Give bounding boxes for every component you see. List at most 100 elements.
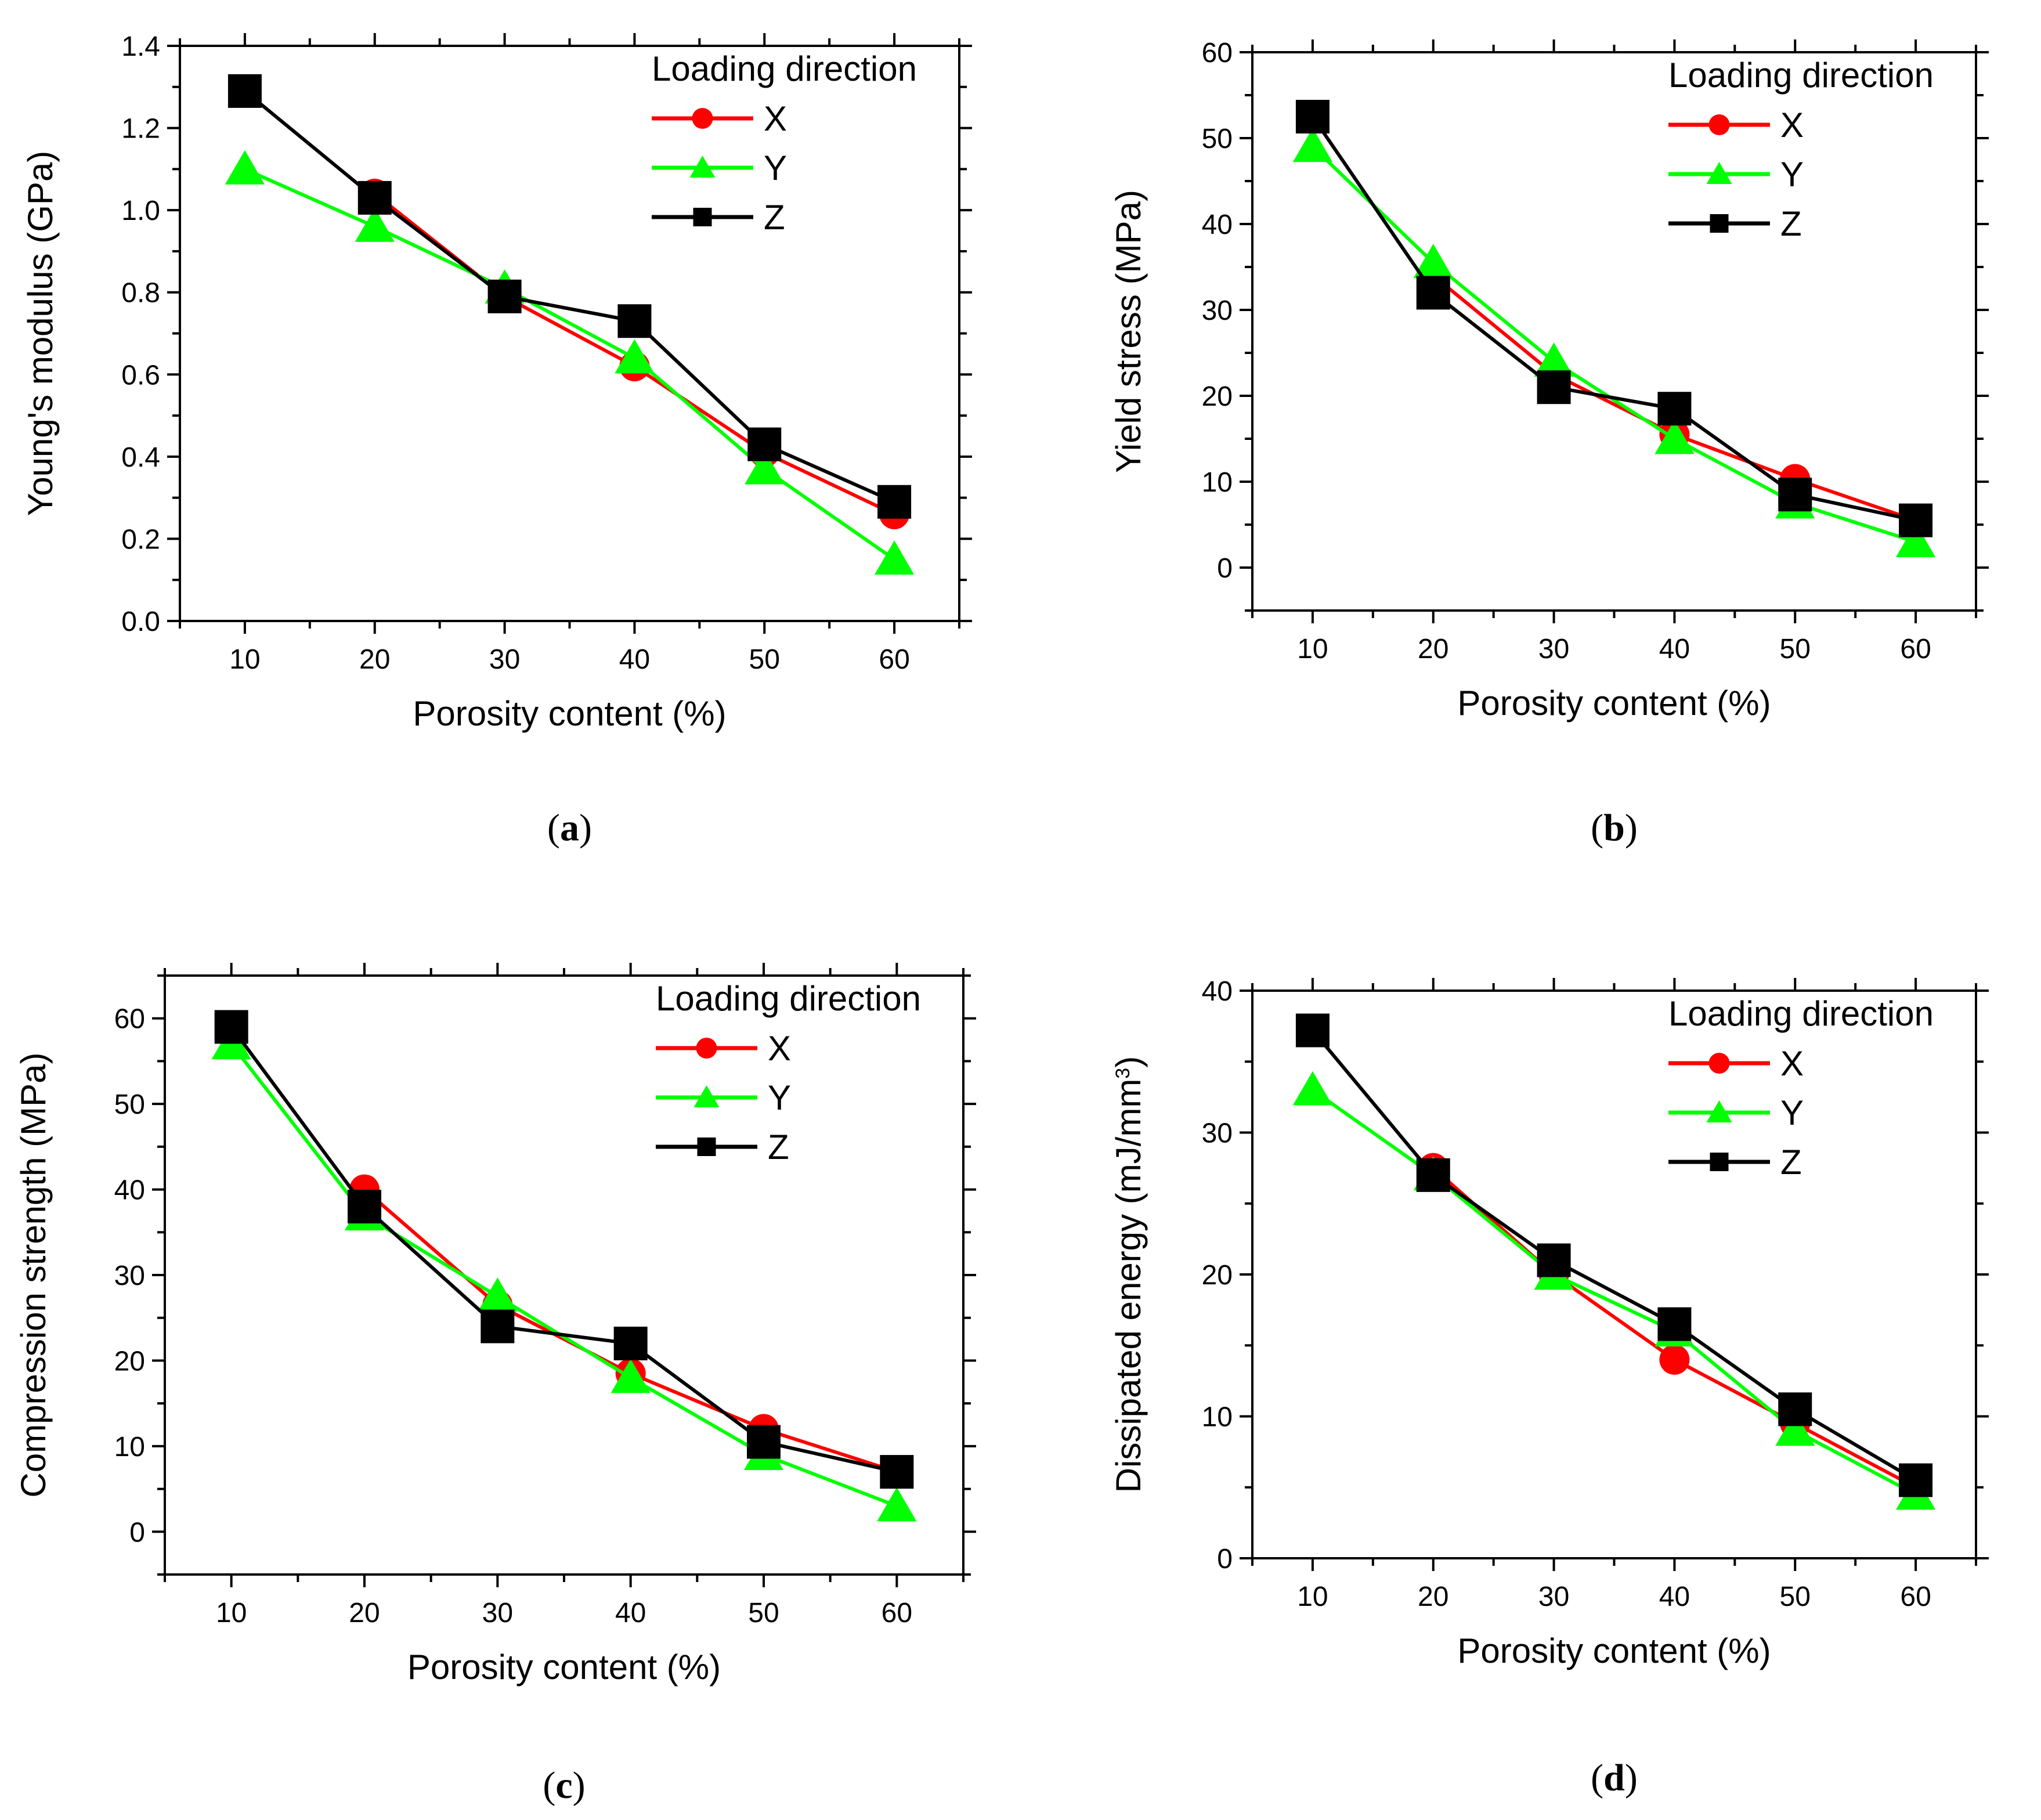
data-point-z: [1899, 1463, 1933, 1497]
x-tick-label: 50: [749, 644, 780, 675]
data-point-y: [355, 207, 395, 242]
data-point-z: [481, 1309, 515, 1344]
y-tick-label: 1.2: [121, 114, 160, 145]
x-axis-title: Porosity content (%): [1457, 1631, 1771, 1670]
data-point-y: [877, 1487, 917, 1522]
legend-label-z: Z: [768, 1128, 789, 1167]
x-axis-title: Porosity content (%): [407, 1648, 721, 1687]
x-tick-label: 30: [1538, 1581, 1569, 1612]
legend-label-x: X: [1780, 1044, 1804, 1083]
legend-title: Loading direction: [1668, 994, 1934, 1033]
x-tick-label: 30: [482, 1598, 513, 1628]
series-y: [225, 150, 915, 575]
x-tick-label: 60: [1900, 1581, 1931, 1612]
y-tick-label: 0.6: [121, 360, 160, 391]
data-point-z: [1778, 1392, 1812, 1427]
panel-label: (b): [1591, 807, 1638, 849]
y-tick-label: 10: [114, 1432, 145, 1463]
y-tick-label: 20: [1202, 381, 1233, 412]
x-tick-label: 30: [489, 644, 520, 675]
y-tick-label: 0.0: [121, 606, 160, 637]
data-point-z: [877, 485, 912, 519]
data-point-z: [1899, 503, 1933, 537]
x-tick-label: 50: [1780, 634, 1811, 665]
legend-label-y: Y: [768, 1078, 791, 1117]
x-tick-label: 60: [879, 644, 909, 675]
x-tick-label: 50: [748, 1598, 779, 1628]
x-tick-label: 10: [1297, 634, 1328, 665]
legend-label-y: Y: [764, 149, 787, 187]
x-tick-label: 40: [1659, 634, 1690, 665]
y-tick-label: 60: [114, 1004, 145, 1035]
y-tick-label: 30: [1202, 1118, 1233, 1149]
legend-label-y: Y: [1780, 1093, 1804, 1132]
series-z: [1295, 1013, 1933, 1497]
legend-label-x: X: [1780, 106, 1804, 145]
y-tick-label: 1.0: [121, 196, 160, 226]
x-tick-label: 40: [619, 644, 650, 675]
x-tick-label: 20: [349, 1598, 380, 1628]
series-line-z: [230, 1025, 897, 1474]
plot-frame: [1251, 990, 1977, 1559]
x-tick-label: 10: [1297, 1581, 1328, 1612]
data-point-z: [357, 180, 392, 215]
y-tick-label: 40: [114, 1175, 145, 1206]
data-point-z: [613, 1326, 648, 1360]
legend-marker-x: [696, 1038, 717, 1059]
data-point-z: [1416, 276, 1450, 310]
data-point-z: [487, 279, 522, 313]
y-tick-label: 40: [1202, 976, 1233, 1007]
legend-label-z: Z: [1780, 1143, 1802, 1182]
series-line-y: [1312, 1088, 1917, 1496]
legend-title: Loading direction: [652, 49, 917, 88]
x-tick-label: 10: [216, 1598, 247, 1628]
series-line-z: [244, 89, 895, 504]
data-point-z: [1295, 1013, 1330, 1048]
legend-label-x: X: [764, 99, 787, 138]
data-point-y: [1655, 420, 1695, 454]
x-tick-label: 40: [1659, 1581, 1690, 1612]
y-tick-label: 50: [114, 1089, 145, 1120]
y-tick-label: 0.4: [121, 442, 160, 473]
data-point-z: [1416, 1158, 1450, 1192]
y-axis-title: Young's modulus (GPa): [21, 151, 60, 517]
series-line-y: [230, 1043, 898, 1508]
y-tick-label: 0: [1217, 553, 1233, 584]
data-point-y: [1413, 244, 1453, 278]
data-point-y: [478, 1277, 518, 1312]
x-axis-title: Porosity content (%): [413, 694, 726, 733]
y-tick-label: 0.2: [121, 524, 160, 555]
data-point-y: [874, 540, 915, 575]
panel-label: (c): [543, 1764, 585, 1807]
data-point-y: [611, 1359, 651, 1393]
legend-title: Loading direction: [1668, 56, 1934, 95]
data-point-z: [1295, 100, 1330, 133]
panel-label: (d): [1591, 1757, 1638, 1799]
legend-marker-x: [1708, 114, 1730, 135]
legend-label-z: Z: [1780, 204, 1802, 243]
chart-panel-2: 10 20 30 40 50 60 0 10 20 30 40 50 60 Porosity conten…: [1109, 38, 1989, 849]
x-tick-label: 40: [615, 1598, 646, 1628]
legend-label-x: X: [768, 1029, 791, 1068]
data-point-z: [747, 427, 782, 461]
data-point-z: [1657, 392, 1692, 426]
y-tick-label: 60: [1202, 38, 1233, 68]
y-tick-label: 30: [114, 1261, 145, 1291]
x-tick-label: 60: [882, 1598, 912, 1628]
panel-label: (a): [547, 807, 592, 849]
x-tick-label: 50: [1780, 1581, 1811, 1612]
legend-marker-y: [1706, 162, 1732, 184]
data-point-z: [214, 1010, 248, 1044]
legend-marker-x: [1708, 1053, 1730, 1074]
series-line-y: [1311, 145, 1916, 544]
chart-panel-1: 10 20 30 40 50 60 0.0 0.2 0.4 0.6 0.8 1.0 1.2 1.4 Poro…: [21, 31, 972, 849]
data-point-y: [1775, 1411, 1815, 1446]
data-point-y: [745, 450, 785, 485]
y-tick-label: 0: [129, 1517, 145, 1548]
y-tick-label: 40: [1202, 210, 1233, 240]
legend-marker-z: [697, 1138, 716, 1156]
x-tick-label: 30: [1538, 634, 1569, 665]
series-z: [214, 1010, 914, 1489]
legend-label-z: Z: [764, 198, 785, 237]
data-point-z: [1537, 370, 1571, 405]
